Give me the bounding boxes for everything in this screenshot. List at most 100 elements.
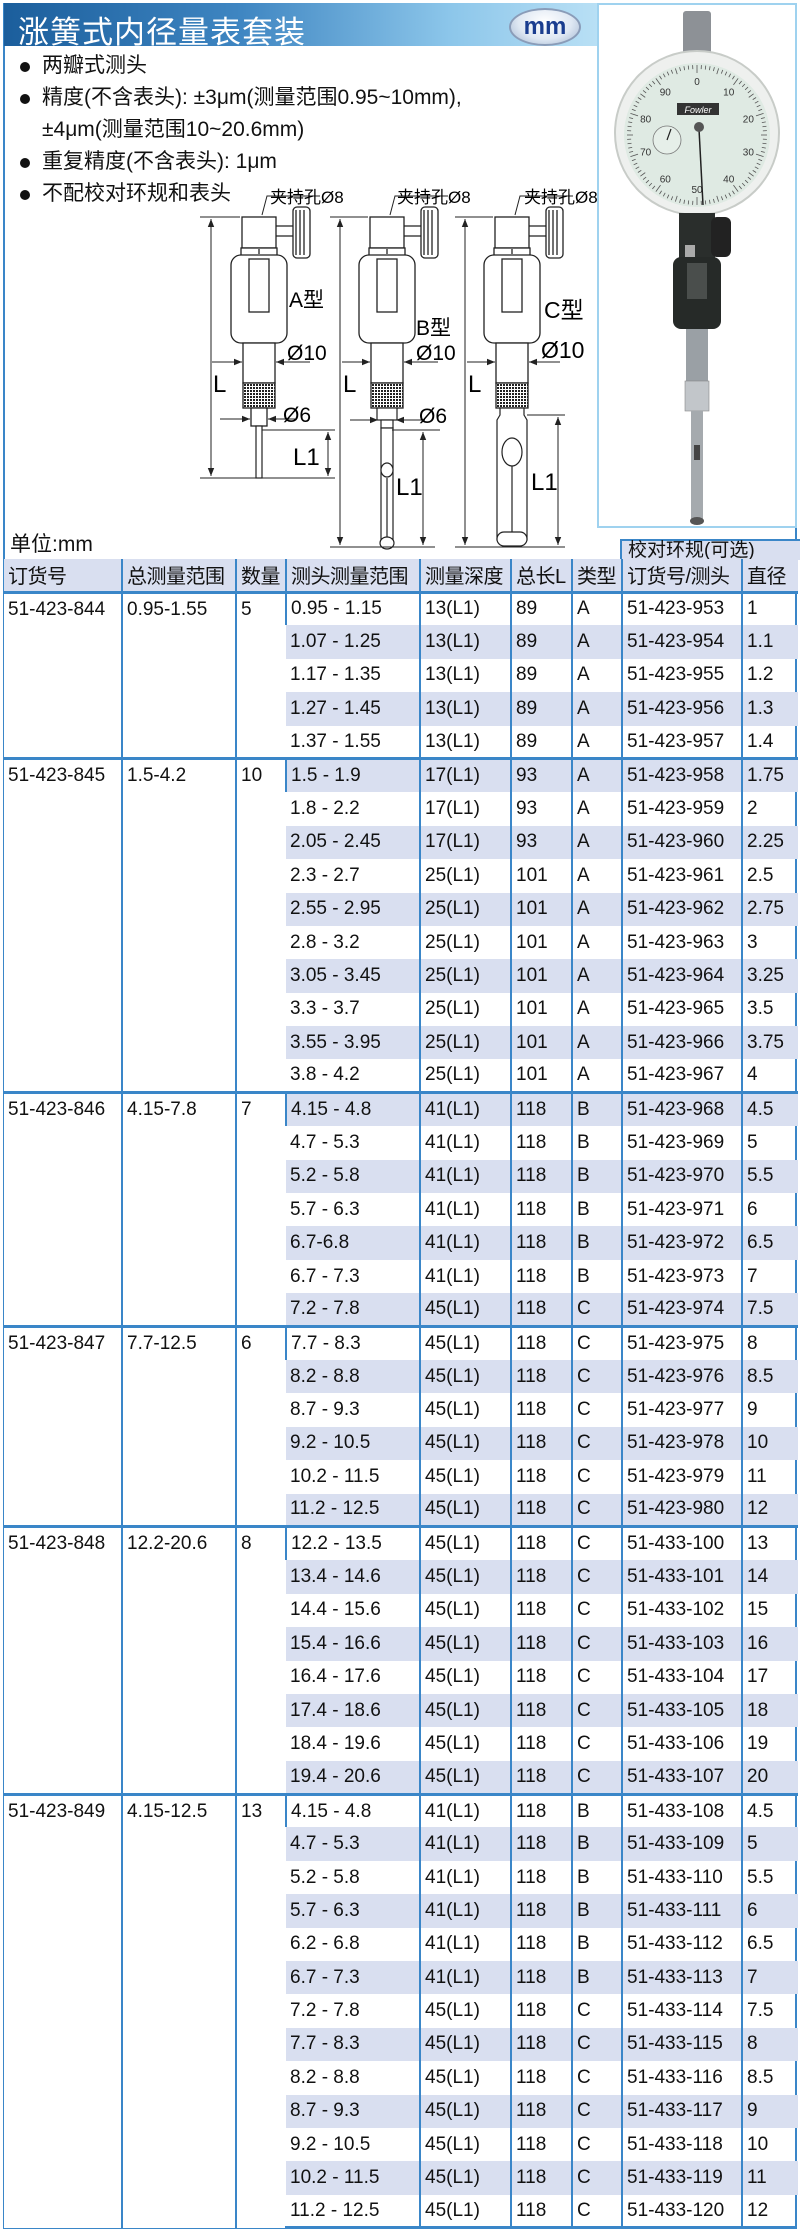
depth-cell: 45(L1) <box>419 2161 511 2195</box>
type-b-label: B型 <box>416 317 451 340</box>
depth-cell: 45(L1) <box>419 1325 511 1360</box>
length-cell: 89 <box>510 692 572 726</box>
table-row: 51-423-847 7.7-12.5 6 7.7 - 8.3 45(L1) 118 C 51… <box>4 1325 798 1527</box>
type-cell: B <box>571 1860 622 1895</box>
diameter-cell: 7 <box>741 1961 798 1995</box>
dial-tick <box>659 75 662 80</box>
bullet-icon <box>20 94 30 104</box>
dial-tick <box>732 75 735 80</box>
dial-tick <box>642 176 647 180</box>
probe-type-c: 夹持孔Ø8 C型 Ø10 L L1 <box>455 188 598 548</box>
depth-cell: 45(L1) <box>419 2027 511 2062</box>
ring-order-number-cell: 51-433-113 <box>621 1961 742 1995</box>
dial-tick <box>716 195 720 202</box>
diameter-cell: 7.5 <box>741 1994 798 2028</box>
diameter-cell: 10 <box>741 1426 798 1461</box>
diameter-cell: 4.5 <box>741 1091 798 1127</box>
table-row: 5.7 - 6.3 41(L1) 118 B 51-423-971 6 <box>4 1193 798 1227</box>
diameter-cell: 7 <box>741 1259 798 1294</box>
type-cell: A <box>571 859 622 893</box>
dial-tick <box>761 121 766 124</box>
ring-order-number-cell: 51-433-110 <box>621 1860 742 1895</box>
dial-tick <box>708 66 711 71</box>
length-cell: 89 <box>510 625 572 659</box>
diameter-cell: 4.5 <box>741 1792 798 1828</box>
diameter-cell: 7.5 <box>741 1293 798 1327</box>
table-row: 11.2 - 12.5 45(L1) 118 C 51-433-120 12 <box>4 2194 798 2229</box>
dial-tick <box>631 108 636 112</box>
quantity-cell: 5 <box>235 590 286 759</box>
diameter-cell: 3.25 <box>741 959 798 993</box>
dial-tick <box>648 182 653 187</box>
depth-cell: 17(L1) <box>419 792 511 826</box>
diameter-cell: 17 <box>741 1660 798 1694</box>
brand-logo: Fowler <box>684 105 712 115</box>
ring-order-number-cell: 51-423-963 <box>621 925 742 960</box>
head-range-cell: 5.2 - 5.8 <box>290 1866 360 1888</box>
dial-tick <box>754 100 759 104</box>
type-cell: C <box>571 1727 622 1761</box>
dial-tick <box>761 146 766 149</box>
head-range-cell: 4.15 - 4.8 <box>285 1792 420 1828</box>
feature-text: 精度(不含表头): ±3μm(测量范围0.95~10mm), <box>42 86 462 109</box>
table-row: 1.37 - 1.55 13(L1) 89 A 51-423-957 1.4 <box>4 725 798 759</box>
head-range-cell: 3.3 - 3.7 <box>290 998 360 1020</box>
dial-tick <box>633 104 638 108</box>
ring-order-number-cell: 51-433-106 <box>621 1727 742 1761</box>
dial-tick <box>648 83 653 88</box>
diameter-cell: 12 <box>741 1493 798 1527</box>
dial-tick <box>748 172 754 177</box>
probe-type-a: 夹持孔Ø8 A型 Ø10 Ø6 L L1 <box>200 188 344 479</box>
dial-tick <box>628 121 633 124</box>
feature-text: 重复精度(不含表头): 1μm <box>42 150 277 173</box>
type-cell: C <box>571 1560 622 1594</box>
dial-tick <box>755 112 764 117</box>
diameter-cell: 11 <box>741 1460 798 1494</box>
length-cell: 118 <box>510 1460 572 1494</box>
ring-order-number-cell: 51-423-969 <box>621 1126 742 1160</box>
table-row: 7.2 - 7.8 45(L1) 118 C 51-433-114 7.5 <box>4 1994 798 2028</box>
table-row: 16.4 - 17.6 45(L1) 118 C 51-433-104 17 <box>4 1660 798 1694</box>
table-header-row: 订货号 总测量范围 数量 测头测量范围 测量深度 总长L 类型 订货号/测头 直径 <box>4 559 798 592</box>
clamp-hole-label: 夹持孔Ø8 <box>270 188 344 207</box>
ring-order-number-cell: 51-433-111 <box>621 1894 742 1928</box>
length-cell: 118 <box>510 1426 572 1461</box>
dial-tick <box>652 80 656 85</box>
dial-tick <box>756 104 761 108</box>
length-cell: 93 <box>510 757 572 793</box>
dial-tick <box>744 86 749 91</box>
head-range-cell: 19.4 - 20.6 <box>286 1760 420 1795</box>
head-range-cell: 4.15 - 4.8 <box>285 1091 420 1127</box>
length-cell: 101 <box>510 925 572 960</box>
table-row: 6.2 - 6.8 41(L1) 118 B 51-433-112 6.5 <box>4 1927 798 1962</box>
diameter-cell: 1.1 <box>741 625 798 659</box>
type-cell: C <box>571 1994 622 2028</box>
table-row: 7.7 - 8.3 45(L1) 118 C 51-433-115 8 <box>4 2027 798 2062</box>
head-range-cell: 9.2 - 10.5 <box>290 2133 371 2155</box>
head-range-cell: 8.2 - 8.8 <box>286 1359 420 1394</box>
head-range-cell: 17.4 - 18.6 <box>286 1693 420 1728</box>
total-range-cell: 12.2-20.6 <box>121 1525 236 1795</box>
order-number-cell: 51-423-849 <box>4 1792 122 2229</box>
dial-number: 40 <box>723 175 735 186</box>
diameter-cell: 16 <box>741 1627 798 1661</box>
dial-tick <box>758 158 763 162</box>
dial-tick <box>752 170 757 173</box>
head-range-cell: 5.7 - 6.3 <box>290 1198 360 1220</box>
diameter-cell: 15 <box>741 1593 798 1628</box>
order-number-cell: 51-423-848 <box>4 1525 122 1795</box>
depth-label: L1 <box>531 469 558 496</box>
length-cell: 118 <box>510 1359 572 1394</box>
diameter-cell: 20 <box>741 1760 798 1795</box>
depth-cell: 45(L1) <box>419 2194 511 2229</box>
depth-cell: 41(L1) <box>419 1159 511 1194</box>
product-photo: 0 10 20 30 40 50 60 70 80 90 Fowler <box>597 3 797 528</box>
column-header: 订货号/测头 <box>621 559 742 592</box>
type-cell: C <box>571 2194 622 2229</box>
diameter-cell: 5.5 <box>741 1860 798 1895</box>
head-range-cell: 8.7 - 9.3 <box>290 1399 360 1421</box>
dial-tick <box>713 67 715 72</box>
length-cell: 118 <box>510 1727 572 1761</box>
dial-tick <box>720 69 724 74</box>
table-row: 4.7 - 5.3 41(L1) 118 B 51-433-109 5 <box>4 1827 798 1861</box>
